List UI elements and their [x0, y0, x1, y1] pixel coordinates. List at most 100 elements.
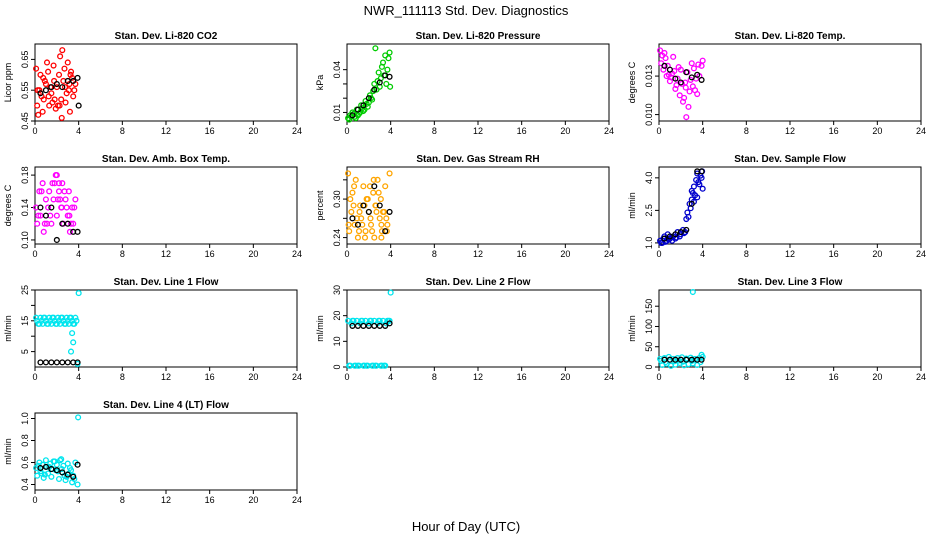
data-point: [45, 320, 52, 327]
data-point: [39, 108, 46, 115]
data-point: [683, 69, 690, 76]
x-tick-label: 4: [388, 372, 393, 382]
data-point: [71, 204, 78, 211]
data-point: [45, 470, 52, 477]
panel-3: Stan. Dev. Li-820 Temp. 0 4 8 12 16 20 24 0.010 0…: [627, 31, 926, 136]
x-tick-label: 0: [344, 249, 349, 259]
y-axis-label: ml/min: [627, 192, 637, 219]
data-point: [38, 470, 45, 477]
data-point: [59, 220, 66, 227]
y-tick-label: 0.18: [20, 166, 30, 184]
data-point: [660, 66, 667, 73]
data-point: [51, 458, 58, 465]
panel-title: Stan. Dev. Line 1 Flow: [114, 277, 219, 288]
data-point: [694, 71, 701, 78]
data-point: [689, 288, 696, 296]
data-point: [43, 59, 51, 66]
y-axis-label: ml/min: [315, 315, 325, 342]
data-point: [62, 99, 69, 106]
figure-title: NWR_111113 Std. Dev. Diagnostics: [364, 3, 569, 18]
x-tick-label: 20: [248, 372, 258, 382]
data-point: [350, 202, 357, 209]
x-tick-label: 16: [205, 495, 215, 505]
data-point: [58, 314, 65, 321]
x-tick-label: 0: [32, 126, 37, 136]
x-tick-label: 0: [656, 249, 661, 259]
y-tick-label: 0.04: [332, 61, 342, 79]
series-hourly: [661, 168, 705, 242]
y-tick-label: 0.01: [332, 104, 342, 122]
data-point: [58, 204, 65, 211]
data-point: [371, 234, 378, 241]
data-point: [62, 320, 69, 327]
data-point: [666, 356, 673, 363]
data-point: [365, 320, 372, 327]
data-point: [376, 215, 383, 222]
data-point: [681, 94, 688, 101]
data-point: [688, 60, 695, 67]
data-point: [661, 235, 668, 242]
series-std-dev: [345, 45, 394, 123]
data-point: [677, 229, 684, 236]
data-point: [676, 92, 683, 99]
x-tick-label: 4: [700, 126, 705, 136]
data-point: [51, 77, 58, 85]
x-tick-label: 16: [517, 372, 527, 382]
data-point: [683, 226, 690, 233]
y-tick-label: 0.65: [20, 51, 30, 69]
data-point: [352, 362, 359, 369]
data-point: [74, 228, 81, 235]
data-point: [75, 414, 82, 421]
x-tick-label: 20: [872, 372, 882, 382]
series-hourly: [37, 74, 82, 109]
data-point: [685, 213, 692, 220]
data-point: [367, 221, 375, 228]
data-point: [386, 73, 393, 80]
data-point: [382, 322, 389, 329]
series-std-dev: [33, 172, 79, 235]
data-point: [370, 189, 377, 196]
y-tick-label: 0: [644, 364, 654, 369]
x-tick-label: 24: [292, 495, 302, 505]
panel-5: Stan. Dev. Gas Stream RH 0 4 8 12 16 20 24 0.24 0…: [315, 154, 614, 259]
data-point: [42, 359, 49, 366]
data-point: [360, 102, 367, 109]
data-point: [59, 180, 66, 187]
panel-6: Stan. Dev. Sample Flow 0 4 8 12 16 20 24 1.0 2.5 4…: [627, 154, 926, 259]
data-point: [354, 106, 361, 113]
x-tick-label: 20: [560, 126, 570, 136]
data-point: [42, 80, 49, 88]
data-point: [66, 108, 73, 115]
x-tick-label: 24: [604, 126, 614, 136]
data-point: [36, 188, 43, 195]
data-point: [72, 196, 79, 203]
series-hourly: [661, 356, 705, 363]
data-point: [61, 65, 68, 72]
y-tick-label: 150: [644, 299, 654, 314]
data-point: [378, 63, 385, 70]
data-point: [354, 234, 361, 241]
data-point: [379, 208, 387, 215]
series-hourly: [37, 359, 81, 366]
data-point: [58, 96, 65, 103]
data-point: [46, 102, 53, 109]
data-point: [71, 87, 78, 94]
x-tick-label: 24: [292, 126, 302, 136]
data-point: [688, 74, 695, 81]
data-point: [63, 204, 70, 211]
data-point: [367, 215, 374, 222]
data-point: [56, 102, 63, 109]
x-tick-label: 4: [700, 372, 705, 382]
data-point: [385, 55, 392, 62]
data-point: [36, 320, 43, 327]
data-point: [53, 212, 60, 219]
series-hourly: [661, 62, 705, 86]
plot-frame: [658, 43, 922, 122]
x-tick-label: 12: [161, 249, 171, 259]
series-std-dev: [657, 47, 706, 121]
data-point: [64, 77, 71, 85]
data-point: [384, 221, 391, 228]
data-point: [384, 66, 391, 73]
panel-title: Stan. Dev. Amb. Box Temp.: [102, 154, 230, 165]
